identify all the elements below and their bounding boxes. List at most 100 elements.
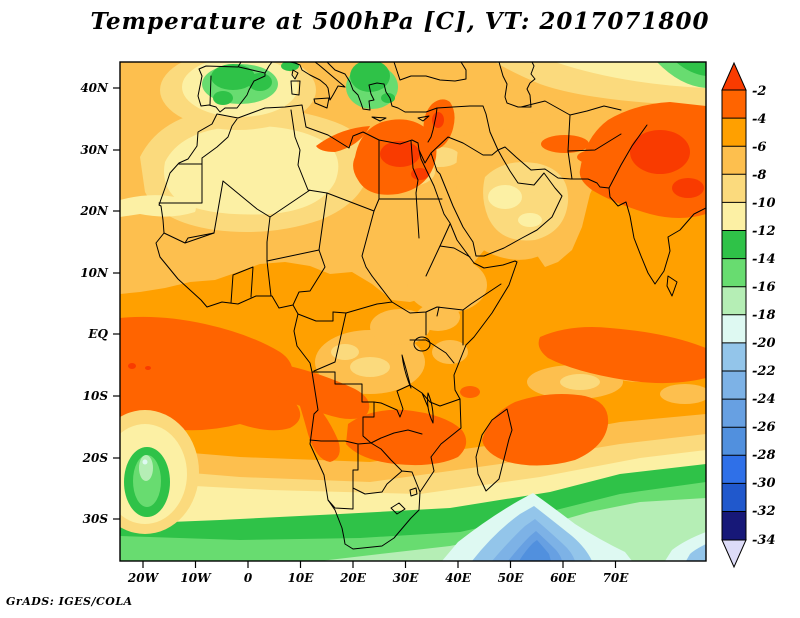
contour-region [577,150,613,164]
colorbar-swatch [722,118,746,147]
colorbar-swatch [722,258,746,287]
colorbar-label: -14 [752,252,776,267]
colorbar-swatch [722,427,746,456]
colorbar-label: -4 [752,112,766,127]
contour-region [331,344,359,360]
contour-region [519,540,551,561]
colorbar-swatch [722,314,746,343]
contour-region [432,340,468,364]
lake-tanganyika [401,354,412,389]
mideast-borders [430,100,648,189]
colorbar-label: -2 [752,84,766,99]
balkans-turkey-levant-coastline [326,62,438,143]
nile-river [410,140,420,239]
colorbar-swatch [722,202,746,231]
horn-borders [332,223,502,346]
y-tick-label: 30S [83,512,109,526]
contour-region [370,309,430,345]
contour-region [211,64,255,90]
colorbar-swatch [722,371,746,400]
east-africa-borders [409,306,455,364]
contour-region [416,303,460,331]
contour-region [488,185,522,209]
contour-region [164,126,339,215]
cyprus-coastline [417,115,430,122]
madagascar-coastline [475,408,513,492]
sardinia-coastline [290,80,301,96]
contour-region [541,135,589,153]
attribution: GrADS: IGES/COLA [6,595,133,608]
colorbar-label: -16 [752,280,776,295]
contour-region [120,316,301,431]
italy-coastline [289,62,346,101]
coastlines-borders [155,62,706,550]
colorbar-swatch [722,146,746,175]
colorbar-label: -10 [752,196,776,211]
map-plot [119,61,707,562]
colorbar-swatch [722,230,746,259]
colorbar-swatch [722,90,746,119]
colorbar-label: -34 [752,533,776,548]
contour-region [482,394,609,466]
contour-region [346,409,467,466]
x-tick-label: 10W [180,571,212,585]
contour-region [145,366,151,370]
lake-malawi [427,392,434,424]
europe-borders [209,66,266,106]
y-tick-label: 20S [82,451,109,465]
africa-coastline [155,104,518,550]
x-tick-label: 60E [550,571,577,585]
x-axis: 20W 10W 0 10E 20E 30E 40E 50E 60E 70E [127,561,629,585]
colorbar-label: -24 [752,392,776,407]
contour-region [316,126,370,152]
lake-victoria [413,336,431,352]
contour-region [630,130,690,174]
y-tick-label: 10N [80,266,109,280]
colorbar-swatch [722,455,746,484]
colorbar-label: -12 [752,224,776,239]
contour-region [676,62,706,76]
x-tick-label: 20W [127,571,160,585]
iberia-coastline [197,62,273,113]
y-tick-label: EQ [87,327,108,341]
colorbar-swatch [722,342,746,371]
contour-region [350,357,390,377]
colorbar-label: -32 [752,504,776,519]
crete-coastline [371,116,387,122]
contour-region [518,213,542,227]
contour-region [270,362,370,419]
corsica-coastline [291,69,299,80]
colorbar-swatch [722,399,746,428]
y-tick-label: 30N [80,143,109,157]
colorbar-label: -28 [752,448,776,463]
contour-region [142,459,148,465]
y-tick-label: 10S [83,389,109,403]
colorbar-swatch [722,174,746,203]
contour-region [460,386,480,398]
black-sea-coastline [393,62,467,82]
contour-region [407,257,487,313]
y-tick-label: 40N [80,81,109,95]
colorbar-labels: -2 -4 -6 -8 -10 -12 -14 -16 -18 -20 -22 … [752,84,776,548]
colorbar-label: -22 [752,364,776,379]
swaziland-border [409,487,418,497]
x-tick-label: 0 [244,571,253,585]
contour-region [213,91,233,105]
colorbar-grid [721,89,747,541]
sinai-arabia-gulf-india-coastline [418,146,706,285]
contour-region [281,62,299,71]
colorbar-label: -6 [752,140,766,155]
temperature-field [120,62,706,561]
contour-region [298,394,340,462]
x-tick-label: 70E [603,571,630,585]
colorbar-label: -18 [752,308,776,323]
southern-africa-borders [327,429,423,510]
sri-lanka-coastline [666,275,678,297]
contour-region [560,374,600,390]
y-tick-label: 20N [79,204,109,218]
x-tick-label: 20E [339,571,367,585]
colorbar-label: -26 [752,420,776,435]
contour-region [120,195,196,217]
sahel-borders [184,192,375,306]
